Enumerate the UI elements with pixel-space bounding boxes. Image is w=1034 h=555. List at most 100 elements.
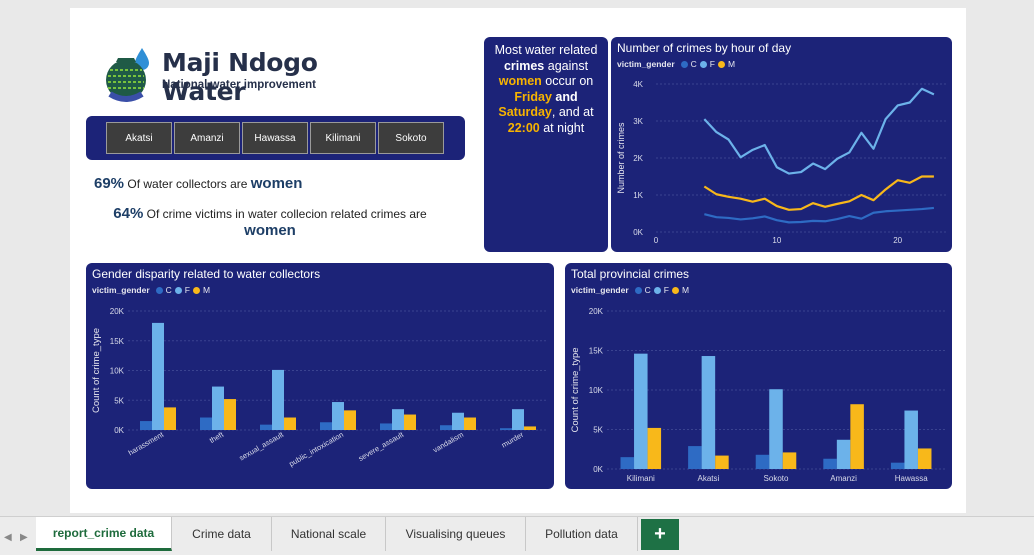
bar-M-Amanzi (850, 404, 864, 469)
bar-C-Hawassa (890, 462, 905, 469)
gender-chart-title: Gender disparity related to water collec… (92, 267, 321, 281)
legend-title: victim_gender (92, 285, 150, 295)
hour-chart-legend: victim_gender C F M (617, 59, 735, 69)
province-chart-panel[interactable]: Total provincial crimes victim_gender C … (565, 263, 952, 489)
bar-F-severe_assault (392, 409, 404, 430)
y-tick-label: 0K (593, 465, 603, 474)
brand-title: Maji Ndogo Water (162, 48, 318, 106)
stat-2-emphasis: women (244, 222, 296, 239)
y-tick-label: 1K (633, 191, 643, 200)
bar-C-murder (500, 428, 512, 430)
tab-report-crime-data[interactable]: report_crime data (36, 517, 172, 551)
legend-f-swatch (699, 60, 707, 68)
bar-M-theft (224, 399, 236, 430)
bar-F-vandalism (452, 412, 464, 430)
y-axis-label: Number of crimes (616, 122, 626, 194)
stat-water-collectors: 69% Of water collectors are women (94, 175, 302, 192)
y-tick-label: 5K (114, 396, 124, 405)
bar-F-harassment (152, 322, 164, 430)
province-chart-legend: victim_gender C F M (571, 285, 689, 295)
y-axis-label: Count of crime_type (91, 328, 102, 413)
slicer-item-kilimani[interactable]: Kilimani (310, 122, 376, 154)
legend-f-label: F (184, 285, 190, 295)
slicer-item-amanzi[interactable]: Amanzi (174, 122, 240, 154)
x-tick-label: theft (208, 429, 226, 445)
stat-crime-victims: 64% Of crime victims in water collecion … (96, 205, 444, 239)
stat-2-text: Of crime victims in water collecion rela… (146, 207, 427, 221)
callout-occur-on: occur on (541, 74, 594, 88)
x-tick-label: severe_assault (357, 429, 406, 462)
series-line-M (703, 175, 934, 211)
bar-C-Sokoto (755, 454, 770, 469)
y-tick-label: 20K (589, 307, 604, 316)
tab-visualising-queues[interactable]: Visualising queues (386, 517, 526, 551)
bar-C-Amanzi (823, 458, 837, 469)
bar-F-Kilimani (634, 353, 648, 469)
gender-bar-chart: 0K 5K 10K 15K 20K Count of crime_type harassme… (91, 307, 548, 468)
callout-women: women (498, 74, 542, 88)
x-tick-label: harassment (127, 429, 166, 457)
bar-C-Kilimani (620, 457, 635, 469)
bar-C-harassment (140, 421, 152, 430)
x-tick-label: Hawassa (895, 474, 928, 483)
bar-C-theft (200, 417, 212, 430)
tab-national-scale[interactable]: National scale (272, 517, 386, 551)
bar-M-harassment (164, 407, 176, 430)
callout-time: 22:00 (507, 120, 540, 135)
x-tick-label: public_intoxication (287, 430, 345, 468)
legend-c-label: C (644, 285, 651, 295)
legend-f-swatch (174, 286, 182, 294)
stat-1-percent: 69% (94, 175, 125, 192)
x-tick-label: 20 (893, 236, 902, 245)
legend-c-swatch (680, 60, 688, 68)
callout-line-1: Most water related (494, 43, 598, 57)
bar-M-severe_assault (404, 414, 416, 430)
legend-title: victim_gender (571, 285, 629, 295)
series-line-F (703, 87, 935, 175)
brand-subtitle: National water improvement (162, 79, 317, 91)
legend-f-label: F (663, 285, 669, 295)
bar-F-murder (512, 409, 524, 430)
bar-M-Kilimani (647, 427, 662, 469)
slicer-item-sokoto[interactable]: Sokoto (378, 122, 444, 154)
legend-m-swatch (717, 60, 725, 68)
y-tick-label: 4K (633, 80, 643, 89)
callout-at-night: at night (539, 120, 585, 135)
hour-chart-panel[interactable]: Number of crimes by hour of day victim_g… (611, 37, 952, 252)
province-slicer: Akatsi Amanzi Hawassa Kilimani Sokoto (86, 116, 465, 160)
y-tick-label: 15K (589, 347, 604, 356)
bar-C-severe_assault (380, 423, 392, 430)
scroll-right-icon[interactable]: ▶ (20, 532, 28, 543)
slicer-item-akatsi[interactable]: Akatsi (106, 122, 172, 154)
bar-F-public_intoxication (332, 402, 344, 430)
bar-M-Hawassa (917, 448, 932, 469)
callout-and-at: , and at (551, 105, 594, 119)
series-line-C (704, 206, 935, 224)
x-tick-label: Kilimani (627, 474, 655, 483)
bar-F-Sokoto (769, 389, 783, 469)
x-tick-label: 10 (772, 236, 781, 245)
gender-chart-panel[interactable]: Gender disparity related to water collec… (86, 263, 554, 489)
tab-crime-data[interactable]: Crime data (172, 517, 272, 551)
add-sheet-button[interactable]: + (641, 519, 679, 550)
bar-C-public_intoxication (320, 422, 332, 430)
legend-m-label: M (681, 285, 690, 295)
bar-M-vandalism (464, 417, 476, 430)
bar-M-Sokoto (782, 452, 797, 469)
scroll-left-icon[interactable]: ◀ (4, 532, 12, 543)
y-tick-label: 0K (633, 228, 643, 237)
callout-crimes: crimes (503, 58, 545, 73)
bar-M-public_intoxication (344, 410, 356, 430)
legend-m-swatch (671, 286, 679, 294)
slicer-item-hawassa[interactable]: Hawassa (242, 122, 308, 154)
tab-pollution-data[interactable]: Pollution data (526, 517, 638, 551)
bar-F-Akatsi (701, 356, 716, 469)
gender-chart-legend: victim_gender C F M (92, 285, 210, 295)
y-tick-label: 15K (110, 337, 125, 346)
y-tick-label: 10K (589, 386, 604, 395)
y-tick-label: 20K (110, 307, 125, 316)
bar-M-murder (524, 426, 536, 430)
water-drop-logo-icon (106, 48, 149, 102)
callout-saturday: Saturday (498, 105, 552, 119)
callout-and: and (551, 89, 578, 104)
